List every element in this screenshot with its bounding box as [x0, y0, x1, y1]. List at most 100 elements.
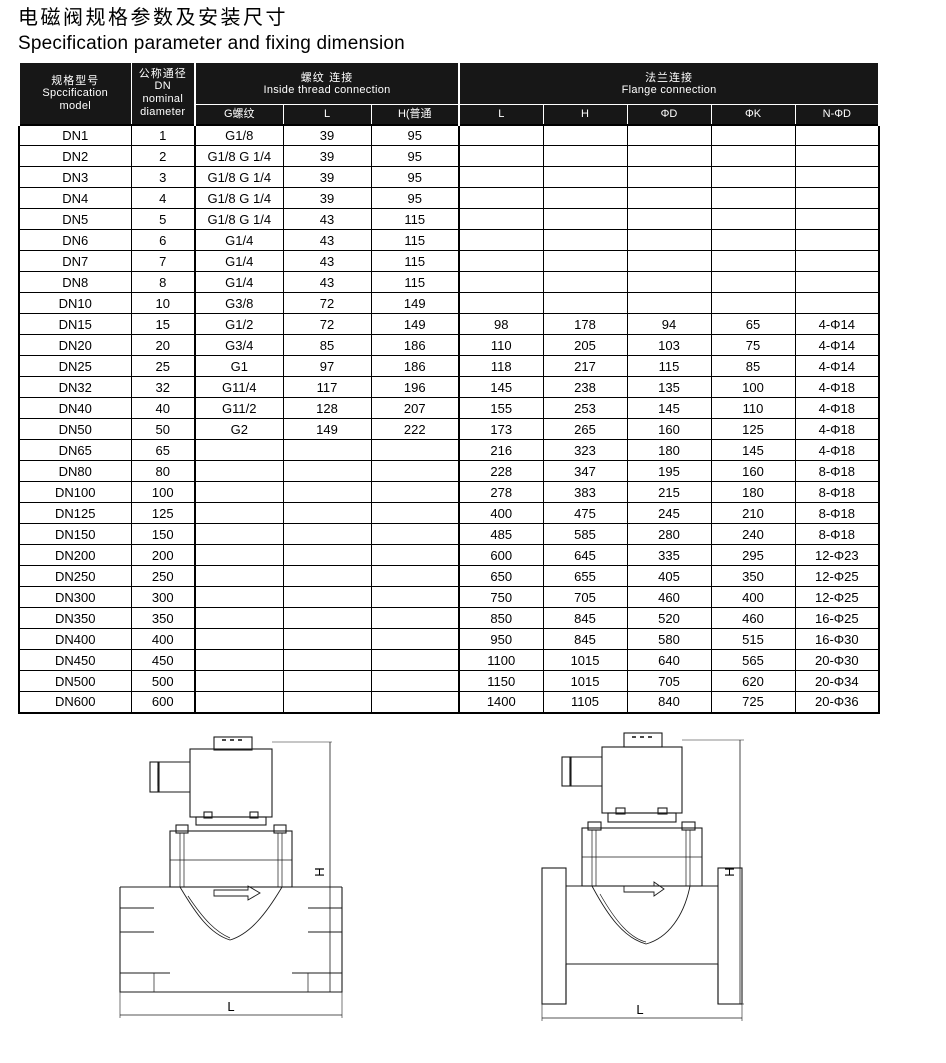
cell-model: DN32: [18, 376, 132, 398]
cell-dn: 600: [130, 691, 196, 714]
cell-flange-phi-d: 580: [626, 628, 712, 650]
table-row: DN65 65 216 323 180 145 4-Φ18: [18, 439, 881, 461]
cell-flange-phi-d: 115: [626, 355, 712, 377]
cell-flange-phi-k: 725: [710, 691, 796, 714]
cell-flange-n-phi-d: [794, 250, 881, 272]
cell-flange-phi-k: [710, 123, 796, 146]
cell-flange-n-phi-d: 4-Φ14: [794, 313, 881, 335]
cell-thread-h: 95: [370, 145, 460, 167]
cell-flange-phi-k: 460: [710, 607, 796, 629]
cell-thread-h: 115: [370, 229, 460, 251]
cell-thread-l: 43: [282, 229, 372, 251]
cell-flange-l: [458, 187, 544, 209]
cell-model: DN2: [18, 145, 132, 167]
table-row: DN50 50 G2 149 222 173 265 160 125 4-Φ18: [18, 418, 881, 440]
header-thread-group-en: Inside thread connection: [263, 83, 391, 96]
cell-thread-h: [370, 565, 460, 587]
cell-flange-n-phi-d: [794, 145, 881, 167]
cell-thread-g: [194, 523, 284, 545]
cell-flange-phi-k: 620: [710, 670, 796, 692]
cell-thread-h: [370, 523, 460, 545]
cell-flange-phi-k: 125: [710, 418, 796, 440]
header-model-en1: Spccification: [42, 86, 109, 99]
cell-flange-l: 110: [458, 334, 544, 356]
cell-thread-g: G1: [194, 355, 284, 377]
cell-thread-h: [370, 502, 460, 524]
cell-flange-l: 173: [458, 418, 544, 440]
cell-flange-phi-d: [626, 145, 712, 167]
cell-flange-phi-d: 160: [626, 418, 712, 440]
cell-thread-l: 43: [282, 250, 372, 272]
header-flange-phi-k: ΦK: [710, 104, 796, 125]
cell-model: DN8: [18, 271, 132, 293]
cell-thread-g: [194, 481, 284, 503]
flanged-valve-h-label: H: [722, 867, 737, 876]
cell-thread-h: [370, 649, 460, 671]
header-dn-cn: 公称通径: [138, 67, 187, 81]
cell-thread-h: [370, 460, 460, 482]
cell-flange-h: 323: [542, 439, 628, 461]
table-row: DN10 10 G3/8 72 149: [18, 292, 881, 314]
table-row: DN6 6 G1/4 43 115: [18, 229, 881, 251]
cell-thread-g: G2: [194, 418, 284, 440]
cell-thread-l: [282, 523, 372, 545]
cell-thread-g: G3/8: [194, 292, 284, 314]
cell-thread-l: [282, 607, 372, 629]
cell-flange-n-phi-d: 8-Φ18: [794, 502, 881, 524]
cell-dn: 450: [130, 649, 196, 671]
cell-flange-phi-d: 705: [626, 670, 712, 692]
cell-thread-h: 186: [370, 355, 460, 377]
cell-flange-phi-d: 145: [626, 397, 712, 419]
header-flange-n-phi-d: N-ΦD: [794, 104, 881, 125]
table-row: DN4 4 G1/8 G 1/4 39 95: [18, 187, 881, 209]
cell-flange-phi-k: 350: [710, 565, 796, 587]
cell-flange-h: 645: [542, 544, 628, 566]
cell-flange-l: [458, 166, 544, 188]
cell-flange-phi-k: 75: [710, 334, 796, 356]
cell-flange-phi-k: [710, 271, 796, 293]
cell-model: DN200: [18, 544, 132, 566]
table-row: DN8 8 G1/4 43 115: [18, 271, 881, 293]
table-row: DN7 7 G1/4 43 115: [18, 250, 881, 272]
cell-flange-l: [458, 145, 544, 167]
cell-flange-phi-d: 180: [626, 439, 712, 461]
cell-thread-l: [282, 649, 372, 671]
cell-flange-l: 118: [458, 355, 544, 377]
cell-flange-phi-d: 640: [626, 649, 712, 671]
cell-thread-g: G11/2: [194, 397, 284, 419]
cell-thread-l: [282, 670, 372, 692]
cell-thread-g: G1/8: [194, 123, 284, 146]
cell-thread-g: G1/4: [194, 229, 284, 251]
cell-flange-n-phi-d: [794, 123, 881, 146]
cell-thread-h: 115: [370, 271, 460, 293]
cell-flange-l: [458, 292, 544, 314]
cell-thread-l: 39: [282, 187, 372, 209]
cell-flange-h: 205: [542, 334, 628, 356]
cell-thread-g: [194, 628, 284, 650]
cell-flange-h: [542, 229, 628, 251]
table-row: DN15 15 G1/2 72 149 98 178 94 65 4-Φ14: [18, 313, 881, 335]
cell-dn: 125: [130, 502, 196, 524]
cell-model: DN4: [18, 187, 132, 209]
cell-flange-h: 475: [542, 502, 628, 524]
cell-flange-phi-k: 100: [710, 376, 796, 398]
cell-thread-g: [194, 649, 284, 671]
cell-thread-l: 97: [282, 355, 372, 377]
cell-flange-phi-k: [710, 250, 796, 272]
cell-flange-h: [542, 292, 628, 314]
cell-thread-h: 149: [370, 313, 460, 335]
table-row: DN125 125 400 475 245 210 8-Φ18: [18, 502, 881, 524]
cell-thread-l: [282, 544, 372, 566]
cell-flange-l: [458, 271, 544, 293]
cell-flange-n-phi-d: 4-Φ18: [794, 418, 881, 440]
cell-thread-l: 39: [282, 166, 372, 188]
cell-flange-n-phi-d: 8-Φ18: [794, 460, 881, 482]
cell-thread-l: [282, 439, 372, 461]
cell-model: DN400: [18, 628, 132, 650]
cell-flange-l: 228: [458, 460, 544, 482]
cell-flange-l: 750: [458, 586, 544, 608]
cell-model: DN250: [18, 565, 132, 587]
cell-model: DN40: [18, 397, 132, 419]
cell-thread-h: [370, 691, 460, 714]
cell-thread-h: [370, 544, 460, 566]
